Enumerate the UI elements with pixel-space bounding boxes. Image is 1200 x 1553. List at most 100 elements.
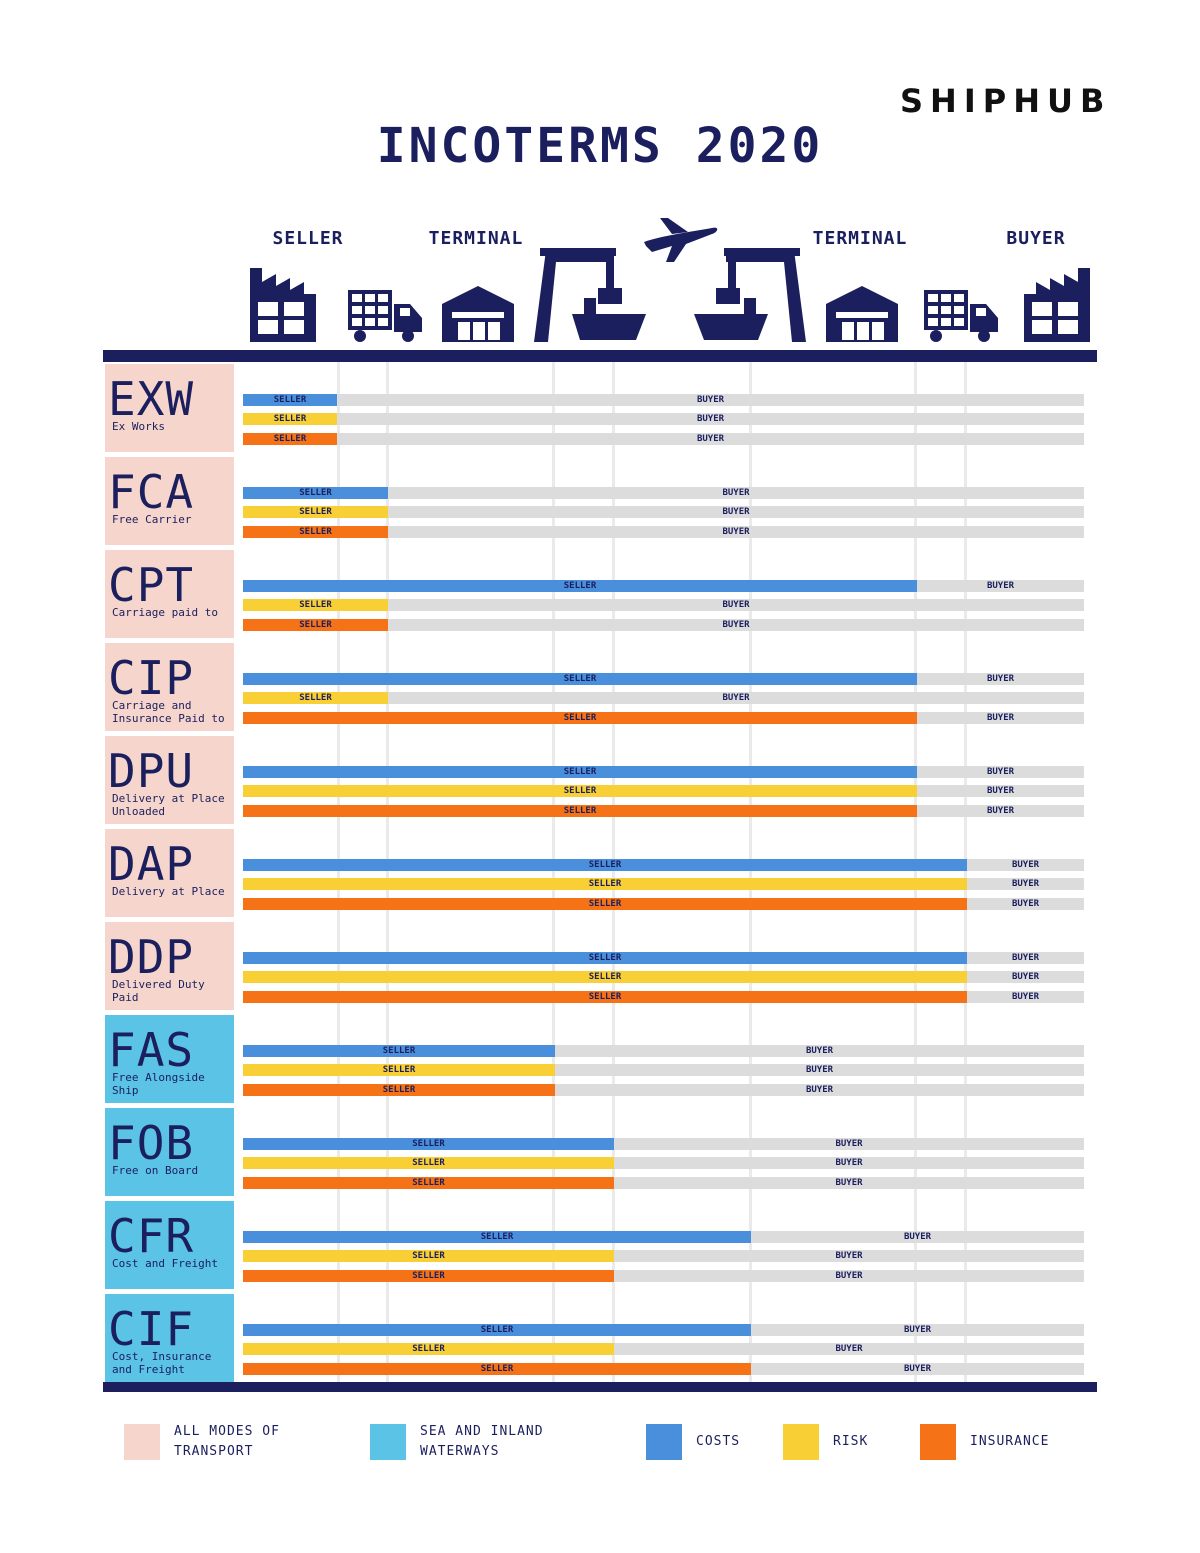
term-full-name: Carriage and Insurance Paid to [112,699,225,725]
truck-icon [924,290,998,342]
seller-risk-bar: SELLER [243,1064,555,1076]
seller-risk-bar: SELLER [243,971,967,983]
buyer-risk-bar: BUYER [614,1250,1084,1262]
term-full-name: Cost and Freight [112,1257,218,1270]
stage-gridline [337,362,340,1382]
term-full-name: Free on Board [112,1164,199,1177]
legend-label: COSTS [696,1434,741,1449]
term-code: FAS [108,1023,195,1077]
seller-risk-bar: SELLER [243,1343,614,1355]
buyer-insurance-bar: BUYER [555,1084,1084,1096]
buyer-risk-bar: BUYER [917,785,1084,797]
page-title: INCOTERMS 2020 [376,118,824,174]
buyer-costs-bar: BUYER [917,580,1084,592]
term-full-name: Delivery at Place Unloaded [112,792,225,818]
buyer-costs-bar: BUYER [337,394,1084,406]
stage-gridline [386,362,389,1382]
buyer-risk-bar: BUYER [337,413,1084,425]
legend-swatch [370,1424,406,1460]
buyer-risk-bar: BUYER [614,1157,1084,1169]
seller-costs-bar: SELLER [243,394,337,406]
buyer-risk-bar: BUYER [388,599,1084,611]
buyer-risk-bar: BUYER [555,1064,1084,1076]
term-code: DPU [108,744,195,798]
seller-risk-bar: SELLER [243,1250,614,1262]
term-label-panel [105,1294,234,1382]
transport-chain-icons [250,218,1090,342]
seller-risk-bar: SELLER [243,506,388,518]
buyer-costs-bar: BUYER [967,952,1084,964]
seller-risk-bar: SELLER [243,692,388,704]
term-label-panel [105,457,234,545]
seller-costs-bar: SELLER [243,487,388,499]
term-label-panel [105,736,234,824]
seller-risk-bar: SELLER [243,785,917,797]
seller-costs-bar: SELLER [243,580,917,592]
seller-costs-bar: SELLER [243,859,967,871]
buyer-risk-bar: BUYER [388,506,1084,518]
seller-insurance-bar: SELLER [243,712,917,724]
buyer-costs-bar: BUYER [388,487,1084,499]
legend-swatch [646,1424,682,1460]
seller-insurance-bar: SELLER [243,1084,555,1096]
seller-risk-bar: SELLER [243,599,388,611]
truck-icon [348,290,422,342]
term-label-panel [105,1015,234,1103]
seller-costs-bar: SELLER [243,1231,751,1243]
buyer-costs-bar: BUYER [917,673,1084,685]
term-label-panel [105,1201,234,1289]
seller-insurance-bar: SELLER [243,1177,614,1189]
stage-gridline [552,362,555,1382]
stage-gridline [964,362,967,1382]
seller-insurance-bar: SELLER [243,1270,614,1282]
stage-label-terminal-destination: TERMINAL [812,228,908,249]
legend-label: INSURANCE [970,1434,1050,1449]
seller-insurance-bar: SELLER [243,898,967,910]
legend-swatch [124,1424,160,1460]
buyer-insurance-bar: BUYER [614,1270,1084,1282]
brand-logo: SHIPHUB [900,82,1112,120]
term-full-name: Delivery at Place [112,885,225,898]
port-crane-ship-icon [534,248,646,342]
airplane-icon [644,218,718,262]
term-full-name: Cost, Insurance and Freight [112,1350,212,1376]
term-full-name: Free Alongside Ship [112,1071,205,1097]
bottom-divider [103,1382,1097,1392]
buyer-costs-bar: BUYER [614,1138,1084,1150]
legend-label: SEA AND INLAND WATERWAYS [420,1424,544,1459]
buyer-insurance-bar: BUYER [388,526,1084,538]
term-label-panel [105,829,234,917]
seller-costs-bar: SELLER [243,673,917,685]
seller-factory-icon [250,268,316,342]
seller-insurance-bar: SELLER [243,1363,751,1375]
buyer-costs-bar: BUYER [751,1324,1084,1336]
seller-insurance-bar: SELLER [243,991,967,1003]
term-label-panel [105,364,234,452]
buyer-risk-bar: BUYER [614,1343,1084,1355]
term-label-panel [105,1108,234,1196]
top-divider [103,350,1097,362]
term-full-name: Carriage paid to [112,606,218,619]
seller-costs-bar: SELLER [243,766,917,778]
seller-insurance-bar: SELLER [243,805,917,817]
seller-costs-bar: SELLER [243,1138,614,1150]
term-label-panel [105,643,234,731]
term-label-panel [105,550,234,638]
term-code: CPT [108,558,195,612]
term-code: DDP [108,930,195,984]
term-code: FOB [108,1116,195,1170]
term-code: CFR [108,1209,195,1263]
buyer-insurance-bar: BUYER [751,1363,1084,1375]
term-code: DAP [108,837,195,891]
legend-label: ALL MODES OF TRANSPORT [174,1424,280,1459]
term-full-name: Free Carrier [112,513,192,526]
stage-label-seller: SELLER [272,228,344,249]
seller-risk-bar: SELLER [243,878,967,890]
stage-gridline [612,362,615,1382]
buyer-costs-bar: BUYER [555,1045,1084,1057]
seller-costs-bar: SELLER [243,1045,555,1057]
term-label-panel [105,922,234,1010]
buyer-insurance-bar: BUYER [967,991,1084,1003]
buyer-insurance-bar: BUYER [917,805,1084,817]
